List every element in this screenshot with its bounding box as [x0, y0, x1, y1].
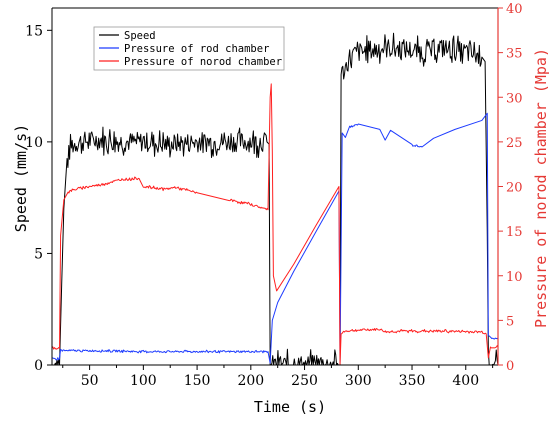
y-right-tick-label: 5 — [506, 314, 514, 329]
y-axis-title-right: Pressure of norod chamber (Mpa) — [532, 48, 550, 328]
legend: Speed Pressure of rod chamber Pressure o… — [93, 26, 285, 71]
y-left-tick-label: 10 — [25, 135, 43, 151]
y-left-tick-label: 5 — [34, 246, 43, 262]
y-right-tick-label: 30 — [506, 91, 523, 106]
plot-lines — [51, 32, 499, 366]
y-right-tick-label: 10 — [506, 270, 523, 285]
x-tick-label: 50 — [81, 373, 99, 389]
y-right-tick-label: 40 — [506, 2, 523, 17]
x-axis-title: Time (s) — [254, 398, 326, 416]
series-rod-chamber-line — [51, 112, 499, 364]
ticks: 50 100 150 200 250 300 350 40005101505101520253… — [25, 2, 522, 389]
legend-label-speed: Speed — [124, 30, 156, 42]
y-axis-title-left: Speed (mm/s) — [12, 124, 30, 232]
y-left-tick-label: 0 — [34, 358, 43, 374]
x-tick-label: 100 — [130, 373, 157, 389]
y-right-tick-label: 0 — [506, 359, 514, 374]
x-tick-label: 350 — [399, 373, 426, 389]
series-norod-chamber-line — [51, 83, 499, 366]
y-left-tick-label: 15 — [25, 23, 43, 39]
series-speed-line — [52, 32, 499, 366]
y-right-tick-label: 35 — [506, 47, 523, 62]
x-tick-label: 300 — [345, 373, 372, 389]
x-tick-label: 400 — [452, 373, 479, 389]
x-tick-label: 200 — [237, 373, 264, 389]
x-tick-label: 150 — [184, 373, 211, 389]
y-right-tick-label: 15 — [506, 225, 523, 240]
x-tick-label: 250 — [291, 373, 318, 389]
legend-label-rod: Pressure of rod chamber — [124, 43, 269, 55]
y-right-tick-label: 20 — [506, 181, 523, 196]
legend-label-norod: Pressure of norod chamber — [124, 56, 282, 68]
legend-box — [93, 26, 285, 71]
y-right-tick-label: 25 — [506, 136, 523, 151]
